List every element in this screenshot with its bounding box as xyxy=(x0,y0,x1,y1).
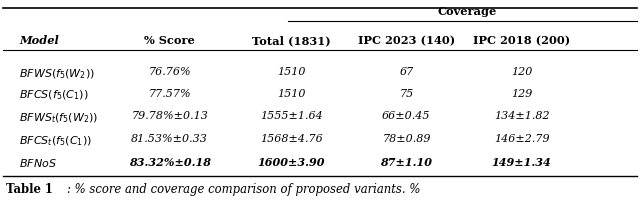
Text: $BFCS_t(f_5(C_1))$: $BFCS_t(f_5(C_1))$ xyxy=(19,134,92,147)
Text: 75: 75 xyxy=(399,89,413,99)
Text: 129: 129 xyxy=(511,89,532,99)
Text: Total (1831): Total (1831) xyxy=(252,35,331,46)
Text: IPC 2023 (140): IPC 2023 (140) xyxy=(358,35,455,46)
Text: 1600±3.90: 1600±3.90 xyxy=(257,157,325,168)
Text: 67: 67 xyxy=(399,67,413,77)
Text: 83.32%±0.18: 83.32%±0.18 xyxy=(129,157,211,168)
Text: 79.78%±0.13: 79.78%±0.13 xyxy=(131,111,208,121)
Text: 1568±4.76: 1568±4.76 xyxy=(260,134,323,144)
Text: $BFCS(f_5(C_1))$: $BFCS(f_5(C_1))$ xyxy=(19,89,89,102)
Text: 1510: 1510 xyxy=(277,67,305,77)
Text: 149±1.34: 149±1.34 xyxy=(492,157,552,168)
Text: 87±1.10: 87±1.10 xyxy=(380,157,433,168)
Text: $BFNoS$: $BFNoS$ xyxy=(19,157,57,169)
Text: Table 1: Table 1 xyxy=(6,183,53,196)
Text: IPC 2018 (200): IPC 2018 (200) xyxy=(473,35,570,46)
Text: Model: Model xyxy=(19,35,59,46)
Text: 66±0.45: 66±0.45 xyxy=(382,111,431,121)
Text: 78±0.89: 78±0.89 xyxy=(382,134,431,144)
Text: % Score: % Score xyxy=(144,35,195,46)
Text: 1510: 1510 xyxy=(277,89,305,99)
Text: 81.53%±0.33: 81.53%±0.33 xyxy=(131,134,208,144)
Text: 1555±1.64: 1555±1.64 xyxy=(260,111,323,121)
Text: 120: 120 xyxy=(511,67,532,77)
Text: : % score and coverage comparison of proposed variants. %: : % score and coverage comparison of pro… xyxy=(67,183,420,196)
Text: $BFWS_t(f_5(W_2))$: $BFWS_t(f_5(W_2))$ xyxy=(19,111,99,125)
Text: $BFWS(f_5(W_2))$: $BFWS(f_5(W_2))$ xyxy=(19,67,95,81)
Text: 146±2.79: 146±2.79 xyxy=(494,134,549,144)
Text: 134±1.82: 134±1.82 xyxy=(494,111,549,121)
Text: 77.57%: 77.57% xyxy=(148,89,191,99)
Text: 76.76%: 76.76% xyxy=(148,67,191,77)
Text: Coverage: Coverage xyxy=(438,6,497,17)
